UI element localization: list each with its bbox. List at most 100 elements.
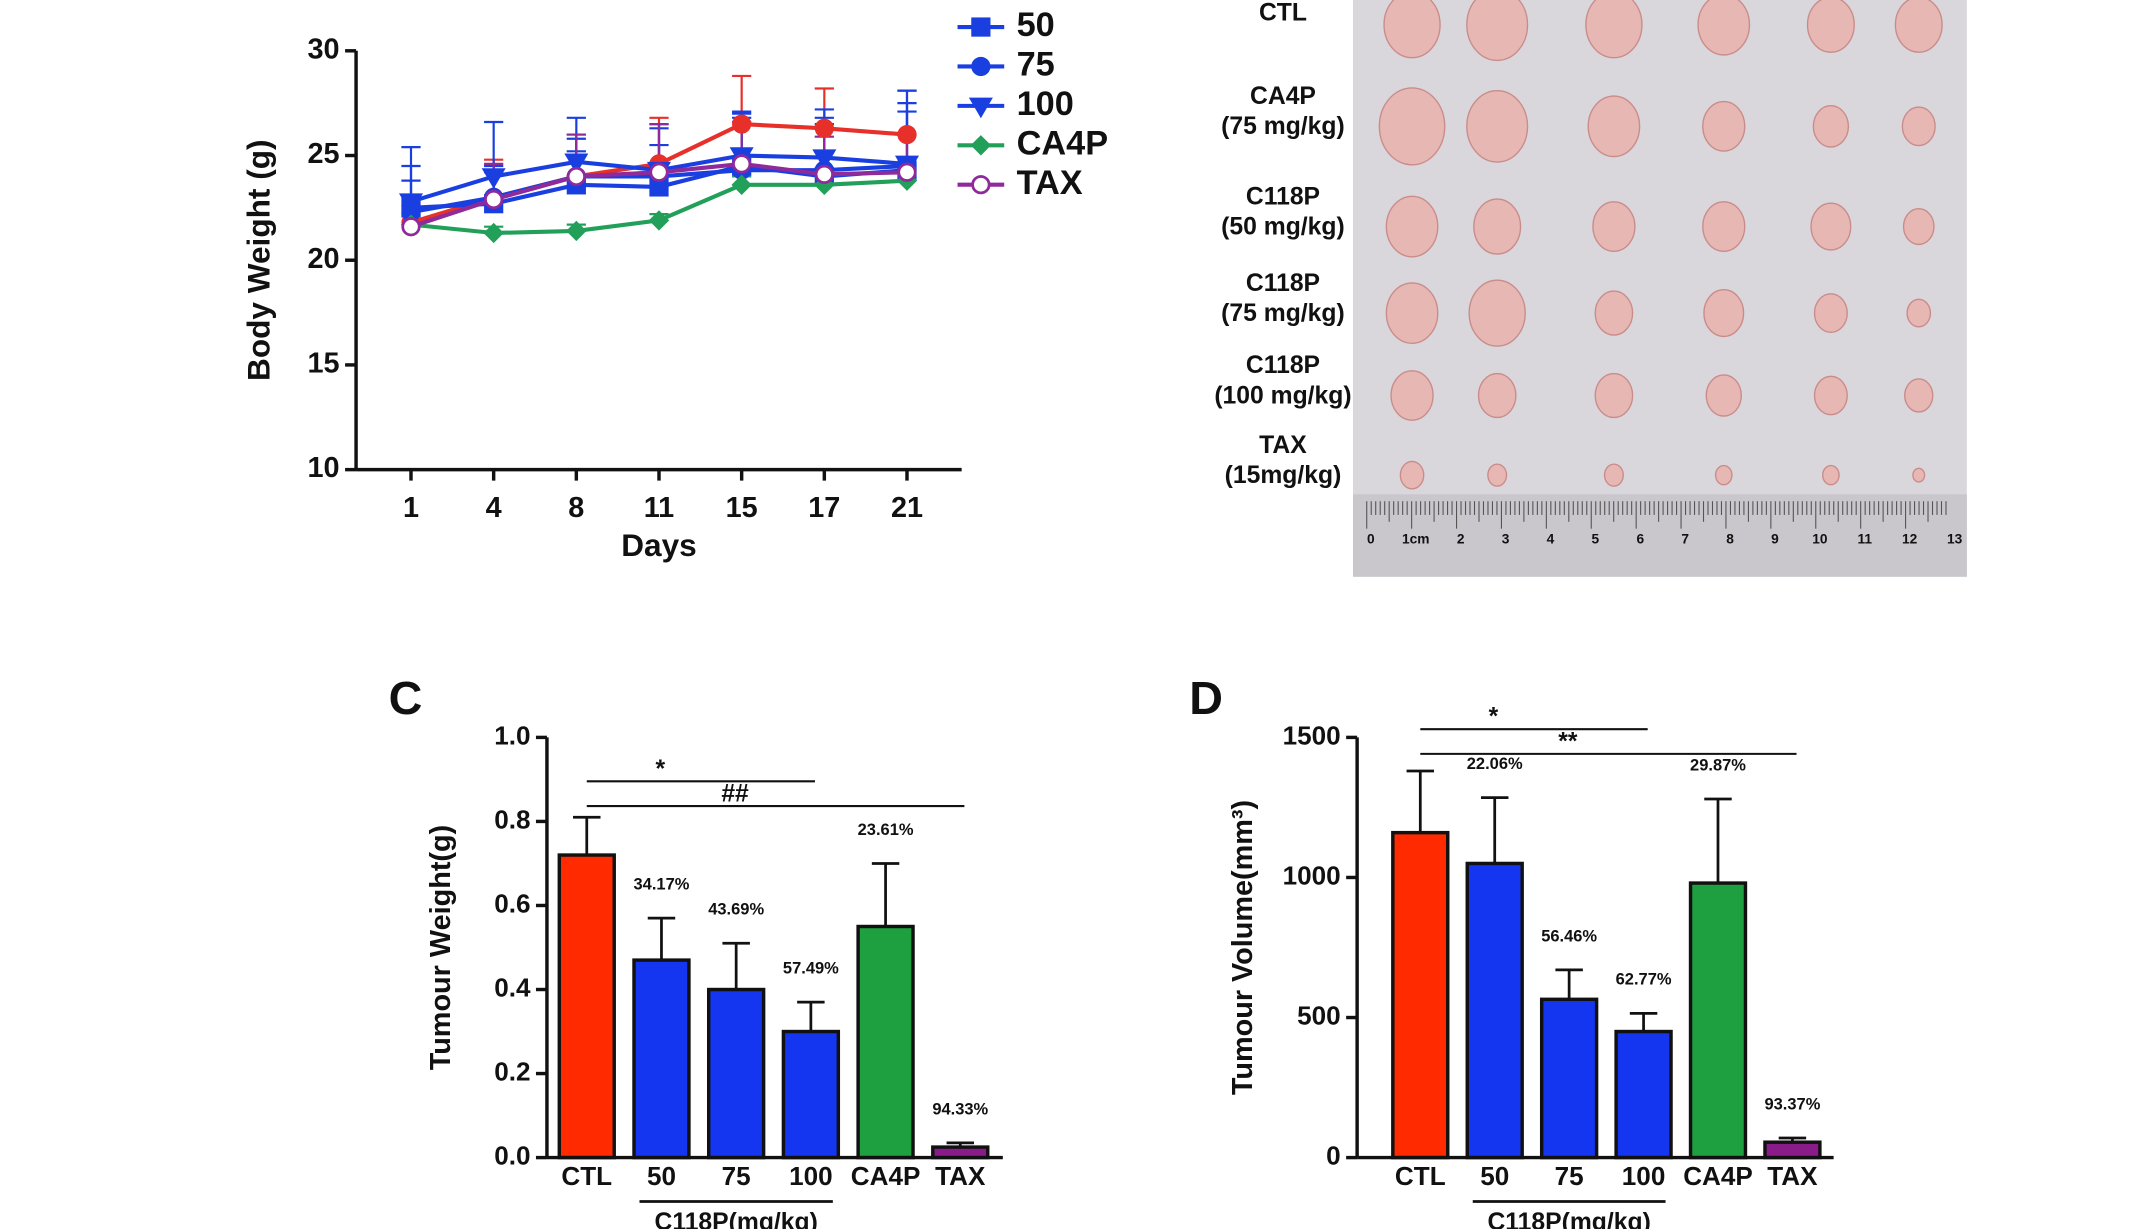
y-axis-title: Body Weight (g) (241, 139, 277, 380)
y-tick-label: 1.0 (494, 720, 530, 750)
tumour (1702, 100, 1746, 152)
ruler-label: 4 (1547, 531, 1555, 546)
bar (1391, 830, 1450, 1160)
bar (706, 987, 766, 1160)
marker (732, 114, 752, 134)
bar (781, 1029, 841, 1160)
marker (971, 56, 991, 77)
marker (566, 220, 587, 242)
tumour (1385, 282, 1439, 344)
y-axis-title: Tumour Weight(g) (425, 825, 457, 1071)
y-tick-label: 20 (308, 243, 340, 275)
x-tick-label: 15 (726, 492, 758, 524)
photo-background (1353, 0, 1967, 577)
x-tick-label: 50 (647, 1161, 676, 1191)
ruler-label: 10 (1812, 531, 1828, 546)
x-tick-label: TAX (1767, 1161, 1818, 1191)
tumour (1904, 378, 1934, 413)
ruler-label: 3 (1502, 531, 1510, 546)
inhibition-label: 56.46% (1541, 927, 1597, 945)
y-tick-label: 1500 (1283, 720, 1341, 750)
y-tick-label: 0.2 (494, 1056, 530, 1086)
tumour (1383, 0, 1441, 59)
tumour (1806, 0, 1855, 53)
group-label: C118P(mg/kg) (654, 1209, 817, 1229)
error-bar (1629, 1011, 1658, 1032)
marker (566, 166, 586, 187)
tumour (1594, 372, 1634, 419)
inhibition-label: 34.17% (634, 875, 690, 893)
tumour (1587, 95, 1641, 158)
error-bar (1704, 797, 1732, 884)
tumour (1385, 195, 1439, 258)
x-tick-label: CTL (1395, 1161, 1446, 1191)
tumour (1473, 198, 1522, 255)
marker (732, 154, 752, 174)
inhibition-label: 57.49% (783, 960, 839, 978)
legend-label: CA4P (1017, 124, 1109, 162)
photo-row-label: C118P (1246, 352, 1320, 379)
tumour (1697, 0, 1751, 56)
inhibition-label: 93.37% (1764, 1095, 1820, 1113)
y-tick-label: 0.0 (494, 1140, 530, 1170)
inhibition-label: 22.06% (1467, 755, 1523, 773)
x-tick-label: 4 (486, 492, 502, 524)
legend-label: TAX (1017, 164, 1083, 202)
bar (856, 924, 915, 1160)
error-bar (797, 1000, 825, 1032)
panel-letter: C (389, 672, 423, 724)
marker (484, 189, 504, 210)
tumour (1810, 202, 1852, 251)
tumour (1705, 374, 1742, 417)
error-bar (401, 146, 421, 202)
ruler-label: 0 (1367, 531, 1375, 546)
tumour (1702, 201, 1746, 252)
legend-label: 100 (1017, 85, 1074, 123)
marker (398, 193, 424, 214)
marker (814, 164, 834, 184)
inhibition-label: 94.33% (932, 1100, 988, 1118)
tumour (1703, 289, 1745, 338)
y-tick-label: 25 (308, 138, 340, 170)
error-bar (647, 916, 676, 961)
marker (649, 162, 669, 182)
panel-letter: D (1189, 672, 1223, 724)
x-tick-label: 11 (644, 492, 674, 524)
bar (557, 853, 616, 1160)
tumour (1390, 370, 1434, 421)
ruler-label: 11 (1858, 531, 1873, 546)
tumour (1585, 0, 1643, 59)
x-tick-label: CA4P (851, 1161, 921, 1191)
x-tick-label: 1 (403, 492, 419, 524)
y-tick-label: 0.6 (494, 888, 530, 918)
legend-label: 50 (1017, 6, 1055, 44)
error-bar (1406, 769, 1435, 833)
photo-row-label: C118P (1246, 183, 1320, 210)
x-tick-label: 100 (1622, 1161, 1666, 1191)
x-tick-label: 21 (891, 492, 923, 524)
significance-label: * (656, 756, 666, 783)
tumour (1399, 460, 1425, 490)
bar (1688, 881, 1748, 1160)
y-tick-label: 500 (1297, 1000, 1341, 1030)
tumour (1466, 0, 1529, 62)
y-tick-label: 15 (308, 348, 340, 380)
bar (1763, 1140, 1822, 1160)
marker (481, 168, 506, 189)
error-bar (1555, 968, 1583, 1000)
tumour (1714, 464, 1733, 486)
x-tick-label: 50 (1480, 1161, 1509, 1191)
marker (814, 118, 834, 138)
tumour (1813, 293, 1848, 333)
x-tick-label: TAX (935, 1161, 986, 1191)
bar (1465, 861, 1524, 1160)
y-tick-label: 0 (1326, 1140, 1341, 1170)
marker (564, 153, 589, 175)
significance-label: ## (721, 781, 749, 808)
photo-row-label: (75 mg/kg) (1221, 300, 1345, 327)
error-bar (871, 862, 900, 927)
tumour (1594, 290, 1634, 336)
y-axis-title: Tumour Volume(mm³) (1227, 800, 1259, 1095)
y-tick-label: 30 (308, 33, 340, 65)
tumour (1813, 375, 1848, 416)
